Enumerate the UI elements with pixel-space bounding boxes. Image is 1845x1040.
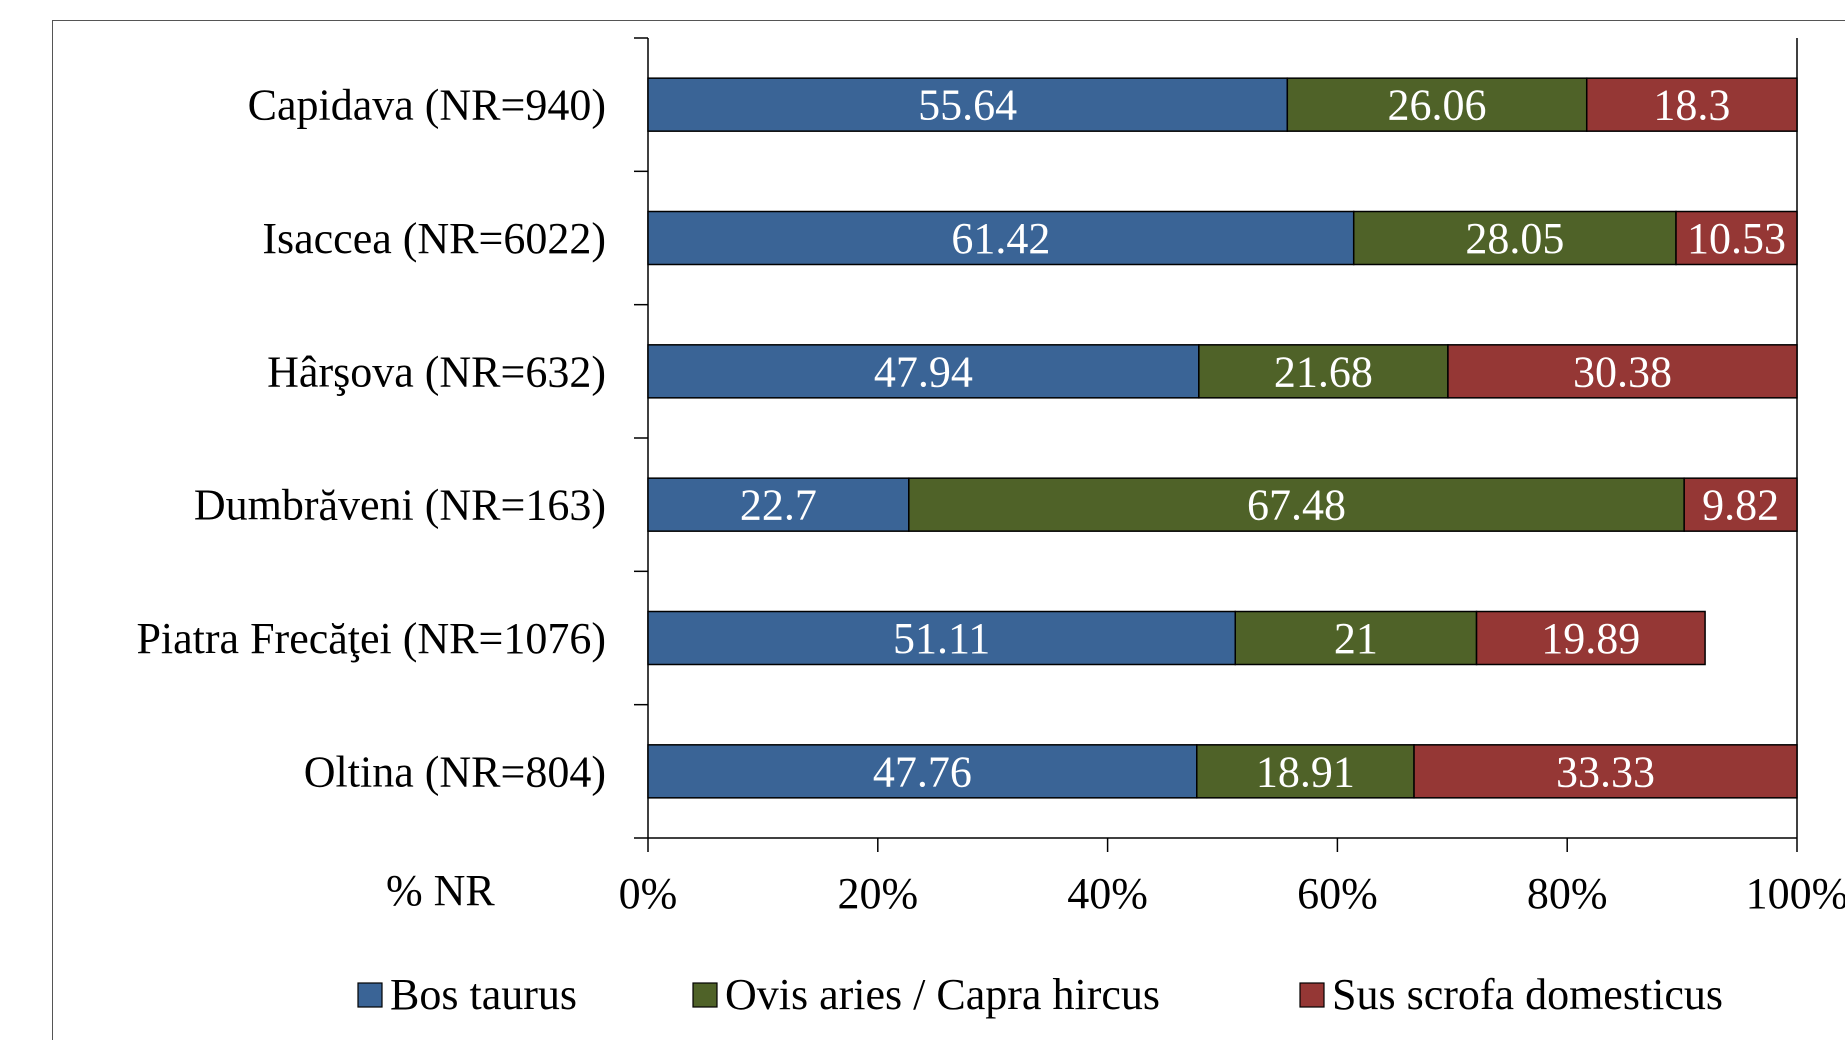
- x-tick-label: 80%: [1527, 869, 1608, 918]
- segment-value-label: 21.68: [1274, 347, 1373, 396]
- bar-row: 61.42 28.05 10.53: [647, 210, 1798, 266]
- legend-label: Ovis aries / Capra hircus: [725, 970, 1160, 1019]
- segment-value-label: 67.48: [1247, 481, 1346, 530]
- segment-value-label: 47.76: [873, 747, 972, 796]
- bar-row: 47.76 18.91 33.33: [647, 744, 1798, 799]
- legend-item: Sus scrofa domesticus: [1299, 970, 1723, 1019]
- segment-value-label: 28.05: [1465, 214, 1564, 263]
- x-tick-label: 20%: [837, 869, 918, 918]
- legend: Bos taurus Ovis aries / Capra hircus Sus s…: [357, 970, 1723, 1019]
- segment-value-label: 18.3: [1653, 81, 1730, 130]
- bar-row: 51.11 21 19.89: [647, 610, 1706, 666]
- x-tick-label: 0%: [619, 869, 678, 918]
- legend-swatch: [692, 982, 718, 1008]
- bar-segment: [647, 477, 910, 532]
- x-tick-label: 100%: [1746, 869, 1845, 918]
- segment-value-label: 19.89: [1541, 614, 1640, 663]
- bar-segment: [1447, 344, 1798, 399]
- segment-value-label: 22.7: [740, 481, 817, 530]
- bar-segment: [1675, 210, 1798, 266]
- bar-segment: [1585, 77, 1798, 132]
- bar-segment: [1234, 610, 1478, 666]
- segment-value-label: 9.82: [1702, 481, 1779, 530]
- segment-value-label: 55.64: [918, 81, 1017, 130]
- segment-value-label: 51.11: [893, 614, 990, 663]
- bar-segment: [1198, 344, 1449, 399]
- x-axis-title: % NR: [386, 866, 495, 915]
- bar-segment: [1352, 210, 1677, 266]
- category-label: Oltina (NR=804): [304, 747, 606, 796]
- segment-value-label: 61.42: [951, 214, 1050, 263]
- bar-segment: [908, 477, 1685, 532]
- category-label: Piatra Frecăţei (NR=1076): [136, 614, 606, 663]
- category-label: Isaccea (NR=6022): [262, 214, 606, 263]
- legend-swatch: [1299, 982, 1325, 1008]
- bar-segment: [647, 77, 1289, 132]
- bar-segment: [1286, 77, 1588, 132]
- bar-segment: [647, 744, 1198, 799]
- legend-label: Bos taurus: [390, 970, 577, 1019]
- legend-item: Bos taurus: [357, 970, 577, 1019]
- segment-value-label: 30.38: [1573, 347, 1672, 396]
- segment-value-label: 10.53: [1687, 214, 1786, 263]
- segment-value-label: 21: [1334, 614, 1378, 663]
- bar-row: 47.94 21.68 30.38: [647, 344, 1798, 399]
- segment-value-label: 33.33: [1556, 747, 1655, 796]
- category-label: Hârşova (NR=632): [267, 347, 606, 396]
- bar-segment: [647, 610, 1237, 666]
- bars: 55.64 26.06 18.3 61.42 28.05 10.53 47.94 21.68 3…: [647, 77, 1798, 799]
- bar-row: 55.64 26.06 18.3: [647, 77, 1798, 132]
- legend-swatch: [357, 982, 383, 1008]
- x-axis-ticks: 0% 20% 40% 60% 80% 100%: [619, 838, 1845, 918]
- legend-label: Sus scrofa domesticus: [1332, 970, 1723, 1019]
- bar-segment: [647, 344, 1200, 399]
- bar-segment: [1413, 744, 1798, 799]
- segment-value-label: 26.06: [1388, 81, 1487, 130]
- segment-value-label: 18.91: [1256, 747, 1355, 796]
- bar-segment: [1683, 477, 1798, 532]
- category-labels: Capidava (NR=940) Isaccea (NR=6022) Hârşov…: [136, 81, 606, 797]
- x-tick-label: 60%: [1297, 869, 1378, 918]
- segment-value-label: 47.94: [874, 347, 973, 396]
- category-label: Capidava (NR=940): [248, 81, 606, 130]
- category-label: Dumbrăveni (NR=163): [194, 481, 606, 530]
- legend-item: Ovis aries / Capra hircus: [692, 970, 1160, 1019]
- chart-frame: [52, 20, 1845, 1040]
- bar-row: 22.7 67.48 9.82: [647, 477, 1798, 532]
- plot-axes: [634, 37, 1798, 839]
- x-tick-label: 40%: [1067, 869, 1148, 918]
- bar-segment: [1475, 610, 1706, 666]
- bar-segment: [647, 210, 1355, 266]
